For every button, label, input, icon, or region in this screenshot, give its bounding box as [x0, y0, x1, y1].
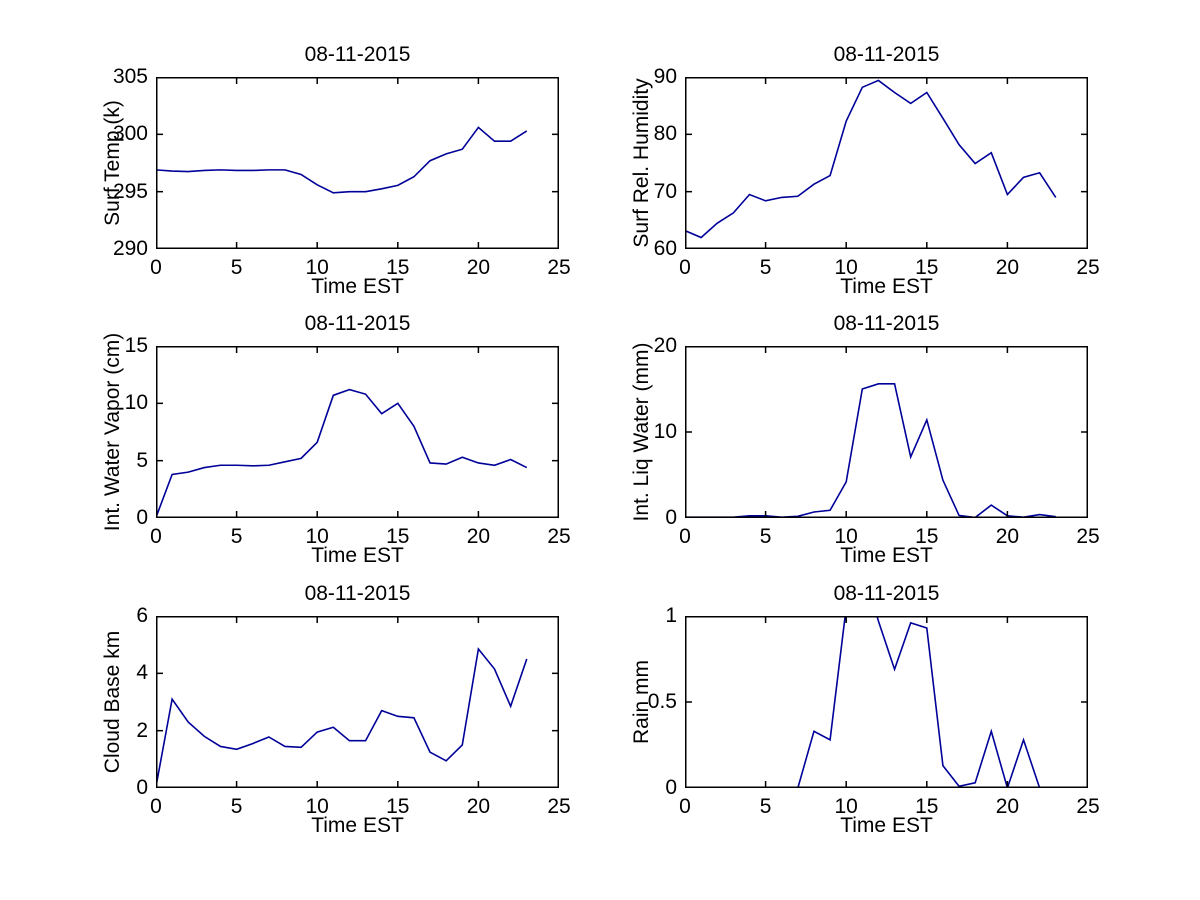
subplot-2-y-tick-label: 5 — [136, 448, 148, 472]
subplot-5-x-axis-label: Time EST — [840, 814, 933, 837]
subplot-2-x-tick-label: 25 — [547, 525, 571, 548]
subplot-1-y-tick-label: 70 — [653, 179, 677, 203]
subplot-3-x-axis-label: Time EST — [840, 544, 933, 567]
subplot-3-x-tick-label: 10 — [834, 525, 858, 548]
subplot-4-y-tick-label: 0 — [136, 776, 148, 799]
subplot-2-x-tick-label: 0 — [150, 525, 162, 548]
subplot-5-y-tick-label: 1 — [665, 604, 677, 627]
subplot-3-y-tick-label: 0 — [665, 506, 677, 529]
subplot-1-x-axis-label: Time EST — [840, 275, 933, 298]
subplot-3-x-tick-label: 5 — [759, 525, 772, 548]
subplot-5-data-line — [685, 616, 1056, 788]
subplot-4-x-tick-label: 15 — [386, 795, 410, 818]
subplot-2-title: 08-11-2015 — [304, 312, 411, 335]
subplot-5-axis-box — [685, 616, 1088, 788]
subplot-0-data-line — [156, 126, 528, 194]
subplot-0-axis-box — [156, 77, 559, 249]
subplot-1-x-tick-label: 15 — [915, 256, 939, 279]
subplot-4-x-tick-label: 0 — [150, 795, 162, 818]
subplot-5-y-tick-label: 0.5 — [647, 690, 677, 713]
subplot-1-x-tick-label: 25 — [1076, 256, 1100, 279]
subplot-3-title: 08-11-2015 — [833, 312, 940, 335]
subplot-1-x-tick-label: 0 — [679, 256, 691, 279]
subplot-0-x-tick-label: 0 — [150, 256, 162, 279]
subplot-2-x-tick-label: 5 — [230, 525, 243, 548]
subplot-1-plot-area — [685, 77, 1088, 249]
subplot-0-y-tick-label: 290 — [112, 237, 148, 260]
subplot-5-title: 08-11-2015 — [833, 582, 940, 605]
subplot-0-x-tick-label: 15 — [386, 256, 410, 279]
subplot-3-data-line — [685, 383, 1056, 518]
subplot-4-axis-box — [156, 616, 559, 788]
subplot-0-plot-area — [156, 77, 559, 249]
subplot-1-x-tick-label: 10 — [834, 256, 858, 279]
subplot-0-y-tick-label: 295 — [112, 179, 148, 203]
subplot-4-x-tick-label: 10 — [305, 795, 329, 818]
subplot-2-y-tick-label: 10 — [124, 391, 148, 415]
subplot-5-x-tick-label: 25 — [1076, 795, 1100, 818]
subplot-2-data-line — [156, 388, 528, 518]
subplot-0-x-tick-label: 25 — [547, 256, 571, 279]
subplot-0-y-tick-label: 305 — [112, 65, 148, 88]
subplot-4-x-axis-label: Time EST — [311, 814, 404, 837]
subplot-2-x-tick-label: 15 — [386, 525, 410, 548]
subplot-3-x-tick-label: 0 — [679, 525, 691, 548]
subplot-2-x-axis-label: Time EST — [311, 544, 404, 567]
subplot-1-x-tick-label: 20 — [995, 256, 1020, 279]
subplot-3-plot-area — [685, 346, 1088, 518]
subplot-2-plot-area — [156, 346, 559, 518]
subplot-4-y-tick-label: 2 — [136, 718, 148, 742]
subplot-3-x-tick-label: 25 — [1076, 525, 1100, 548]
subplot-4-data-line — [156, 647, 528, 787]
subplot-5-x-tick-label: 20 — [995, 795, 1020, 818]
subplot-0-x-axis-label: Time EST — [311, 275, 404, 298]
subplot-4-title: 08-11-2015 — [304, 582, 411, 605]
subplot-1-y-tick-label: 80 — [653, 122, 677, 146]
subplot-3-x-tick-label: 20 — [995, 525, 1020, 548]
subplot-1-y-tick-label: 90 — [653, 65, 677, 88]
subplot-2-axis-box — [156, 346, 559, 518]
subplot-1-y-tick-label: 60 — [653, 237, 677, 260]
subplot-0-x-tick-label: 10 — [305, 256, 329, 279]
subplot-5-x-tick-label: 10 — [834, 795, 858, 818]
subplot-2-x-tick-label: 10 — [305, 525, 329, 548]
subplot-1-title: 08-11-2015 — [833, 43, 940, 66]
subplot-5-y-tick-label: 0 — [665, 776, 677, 799]
subplot-1-data-line — [685, 79, 1057, 239]
subplot-0-x-tick-label: 20 — [466, 256, 491, 279]
subplot-4-y-tick-label: 4 — [136, 661, 148, 685]
subplot-5-plot-area — [685, 616, 1088, 788]
subplot-0-x-tick-label: 5 — [230, 256, 243, 279]
subplot-0-y-tick-label: 300 — [112, 122, 148, 146]
subplot-2-x-tick-label: 20 — [466, 525, 491, 548]
subplot-1-axis-box — [685, 77, 1088, 249]
subplot-1-x-tick-label: 5 — [759, 256, 772, 279]
subplot-0-title: 08-11-2015 — [304, 43, 411, 66]
subplot-4-plot-area — [156, 616, 559, 788]
subplot-4-x-tick-label: 25 — [547, 795, 571, 818]
subplot-5-x-tick-label: 5 — [759, 795, 772, 818]
subplot-3-axis-box — [685, 346, 1088, 518]
subplot-4-y-tick-label: 6 — [136, 604, 148, 627]
subplot-3-y-tick-label: 20 — [653, 334, 677, 357]
subplot-4-x-tick-label: 5 — [230, 795, 243, 818]
subplot-2-y-tick-label: 0 — [136, 506, 148, 529]
subplot-4-x-tick-label: 20 — [466, 795, 491, 818]
subplot-3-x-tick-label: 15 — [915, 525, 939, 548]
subplot-2-y-tick-label: 15 — [124, 334, 148, 357]
subplot-5-x-tick-label: 0 — [679, 795, 691, 818]
subplot-3-y-tick-label: 10 — [653, 420, 677, 443]
subplot-5-x-tick-label: 15 — [915, 795, 939, 818]
